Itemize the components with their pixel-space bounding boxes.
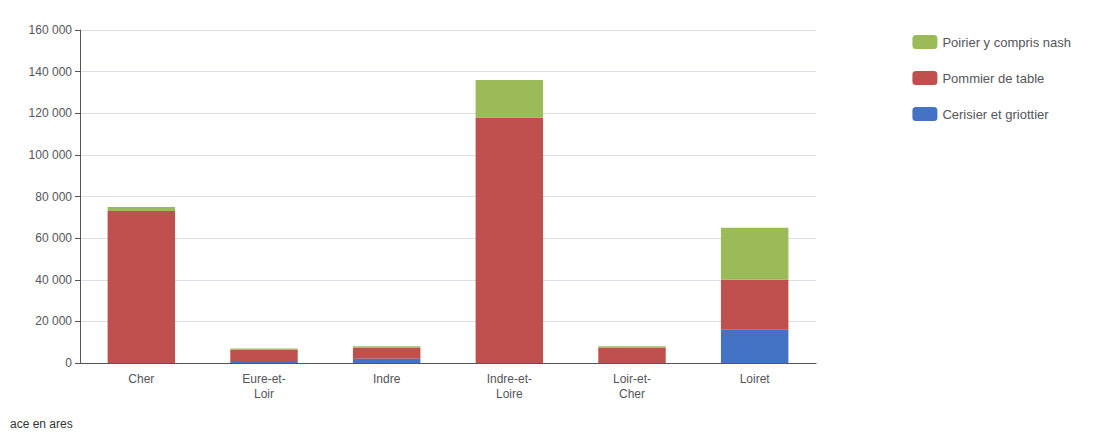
svg-text:60 000: 60 000 <box>35 231 72 245</box>
svg-text:160 000: 160 000 <box>29 23 73 37</box>
svg-text:Cher: Cher <box>619 387 645 401</box>
svg-text:Cerisier et griottier: Cerisier et griottier <box>942 107 1049 122</box>
svg-text:Loir: Loir <box>254 387 274 401</box>
svg-text:40 000: 40 000 <box>35 273 72 287</box>
svg-text:120 000: 120 000 <box>29 106 73 120</box>
svg-text:20 000: 20 000 <box>35 314 72 328</box>
svg-text:Cher: Cher <box>128 372 154 386</box>
svg-text:Indre: Indre <box>373 372 401 386</box>
svg-text:ace en ares: ace en ares <box>10 417 73 431</box>
svg-text:Pommier de table: Pommier de table <box>942 71 1044 86</box>
svg-text:Loiret: Loiret <box>740 372 771 386</box>
svg-text:0: 0 <box>65 356 72 370</box>
svg-text:Eure-et-: Eure-et- <box>242 372 285 386</box>
svg-text:Loire: Loire <box>496 387 523 401</box>
svg-text:Poirier y compris nash: Poirier y compris nash <box>942 35 1071 50</box>
svg-text:80 000: 80 000 <box>35 190 72 204</box>
svg-text:140 000: 140 000 <box>29 65 73 79</box>
svg-text:Indre-et-: Indre-et- <box>487 372 532 386</box>
svg-text:Loir-et-: Loir-et- <box>613 372 651 386</box>
svg-text:100 000: 100 000 <box>29 148 73 162</box>
